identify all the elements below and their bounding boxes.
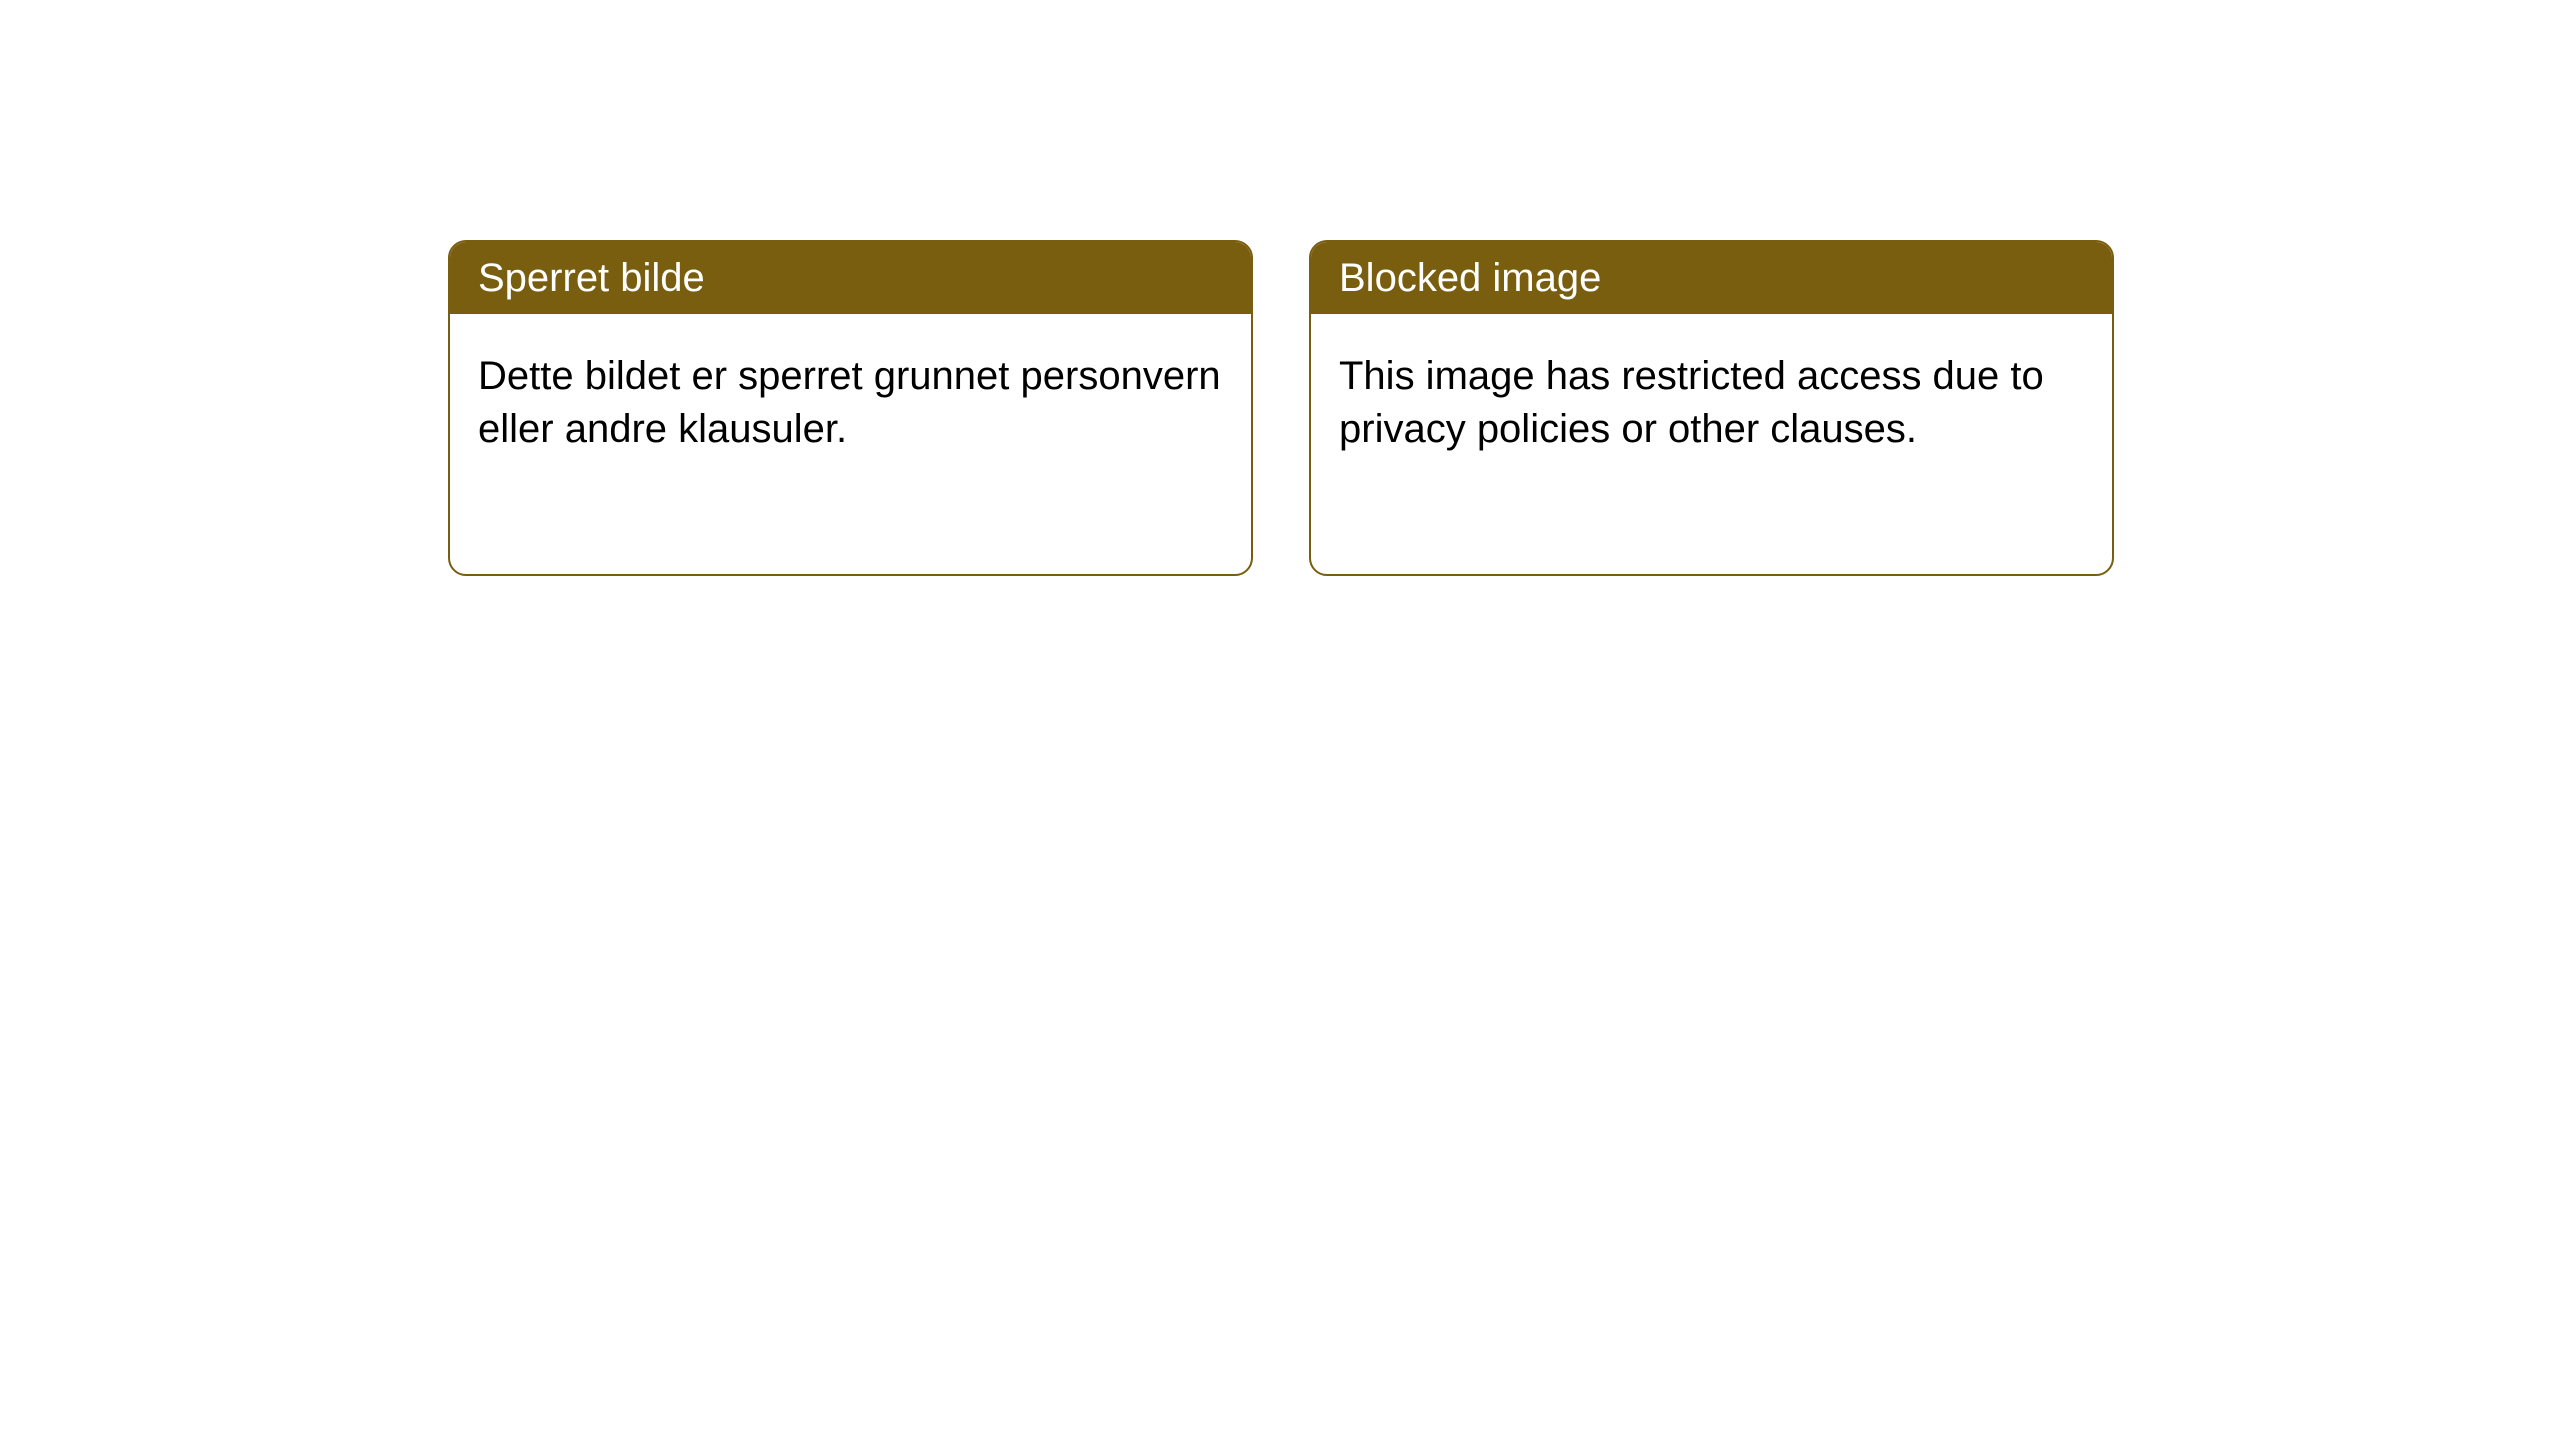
blocked-image-panel-en: Blocked image This image has restricted …	[1309, 240, 2114, 576]
panel-header-no: Sperret bilde	[450, 242, 1251, 314]
panel-body-en: This image has restricted access due to …	[1311, 314, 2112, 492]
notice-panels-container: Sperret bilde Dette bildet er sperret gr…	[448, 240, 2114, 576]
panel-header-en: Blocked image	[1311, 242, 2112, 314]
panel-body-no: Dette bildet er sperret grunnet personve…	[450, 314, 1251, 492]
blocked-image-panel-no: Sperret bilde Dette bildet er sperret gr…	[448, 240, 1253, 576]
